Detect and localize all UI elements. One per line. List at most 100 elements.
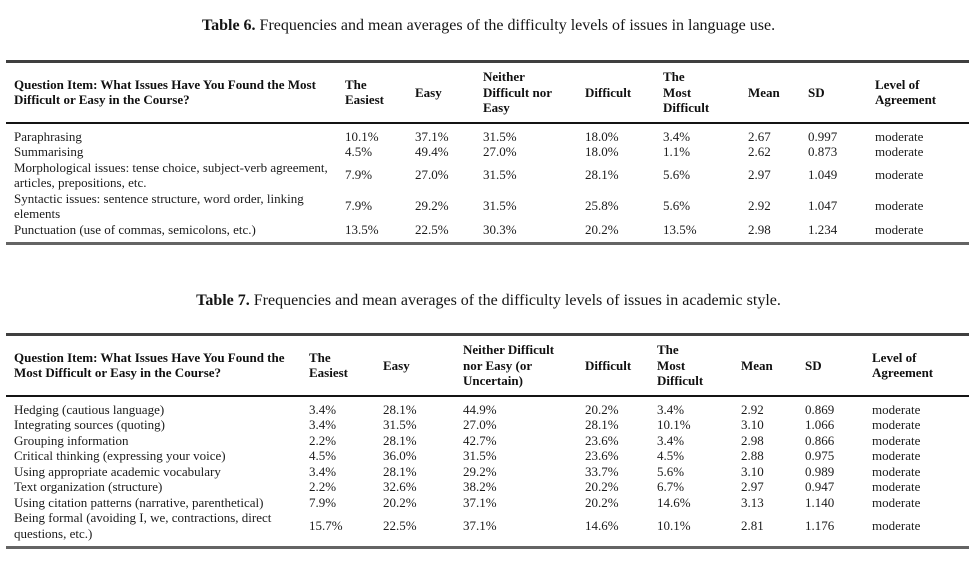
value-cell: 0.873 — [808, 144, 838, 159]
value-cell: 14.6% — [585, 517, 619, 533]
column-header: Level of Agreement — [875, 61, 969, 124]
table-row: Summarising 4.5% 49.4% 27.0% 18.0% 1.1% 2.62 0.… — [6, 144, 969, 160]
value-cell: 20.2% — [585, 221, 619, 237]
value-cell: 37.1% — [415, 128, 449, 144]
value-cell: 20.2% — [585, 401, 619, 417]
value-cell: 7.9% — [309, 494, 337, 510]
value-cell: 1.049 — [808, 167, 838, 183]
question-cell: Using appropriate academic vocabulary — [14, 463, 221, 479]
table-row: Using citation patterns (narrative, pare… — [6, 495, 969, 511]
value-cell: 0.975 — [805, 448, 835, 463]
value-cell: 20.2% — [383, 494, 417, 510]
value-cell: 28.1% — [585, 417, 619, 432]
value-cell: 10.1% — [657, 517, 691, 533]
column-header: Easy — [383, 334, 463, 397]
value-cell: 2.97 — [748, 167, 771, 183]
value-cell: 3.10 — [741, 417, 764, 432]
table7-caption-label: Table 7. — [196, 292, 250, 309]
value-cell: 4.5% — [345, 144, 373, 159]
value-cell: 4.5% — [657, 448, 685, 463]
value-cell: 1.234 — [808, 221, 838, 237]
question-cell: Integrating sources (quoting) — [14, 417, 165, 432]
value-cell: 7.9% — [345, 167, 373, 183]
value-cell: 13.5% — [345, 221, 379, 237]
value-cell: 3.4% — [663, 128, 691, 144]
value-cell: moderate — [875, 221, 924, 237]
value-cell: moderate — [872, 448, 921, 463]
value-cell: 18.0% — [585, 144, 619, 159]
value-cell: 27.0% — [415, 167, 449, 183]
table-row: Grouping information 2.2% 28.1% 42.7% 23.6% 3… — [6, 433, 969, 449]
value-cell: 29.2% — [463, 463, 497, 479]
value-cell: 2.62 — [748, 144, 771, 159]
value-cell: 1.066 — [805, 417, 835, 432]
value-cell: 22.5% — [383, 517, 417, 533]
table-row: Integrating sources (quoting) 3.4% 31.5% 27… — [6, 417, 969, 433]
value-cell: 3.4% — [309, 417, 337, 432]
value-cell: 0.866 — [805, 432, 835, 448]
table-row: Using appropriate academic vocabulary 3.4… — [6, 464, 969, 480]
value-cell: 3.13 — [741, 494, 764, 510]
header-row: Question Item: What Issues Have You Foun… — [6, 334, 969, 397]
column-header: SD — [808, 61, 875, 124]
question-cell: Paraphrasing — [14, 128, 82, 144]
value-cell: moderate — [875, 128, 924, 144]
value-cell: 2.98 — [741, 432, 764, 448]
value-cell: 2.67 — [748, 128, 771, 144]
value-cell: 15.7% — [309, 517, 343, 533]
table6-caption: Table 6. Frequencies and mean averages o… — [0, 0, 977, 36]
question-cell: Hedging (cautious language) — [14, 401, 165, 417]
value-cell: moderate — [872, 432, 921, 448]
table-row: Paraphrasing 10.1% 37.1% 31.5% 18.0% 3.4% 2.67… — [6, 123, 969, 145]
value-cell: 23.6% — [585, 432, 619, 448]
column-header: The Most Difficult — [663, 61, 748, 124]
value-cell: 31.5% — [383, 417, 417, 432]
value-cell: 5.6% — [663, 198, 691, 214]
value-cell: 3.4% — [657, 401, 685, 417]
column-header: Neither Difficult nor Easy (or Uncertain… — [463, 334, 585, 397]
question-cell: Text organization (structure) — [14, 479, 163, 494]
value-cell: 2.92 — [741, 401, 764, 417]
value-cell: 28.1% — [383, 432, 417, 448]
question-cell: Grouping information — [14, 432, 129, 448]
value-cell: 2.97 — [741, 479, 764, 494]
value-cell: 31.5% — [483, 128, 517, 144]
table-row: Critical thinking (expressing your voice… — [6, 448, 969, 464]
value-cell: 44.9% — [463, 401, 497, 417]
column-header: The Easiest — [309, 334, 383, 397]
column-header: SD — [805, 334, 872, 397]
question-cell: Summarising — [14, 144, 84, 159]
value-cell: 1.1% — [663, 144, 691, 159]
value-cell: moderate — [872, 494, 921, 510]
value-cell: 1.176 — [805, 517, 835, 533]
value-cell: moderate — [875, 167, 924, 183]
value-cell: 27.0% — [463, 417, 497, 432]
table6-caption-text: Frequencies and mean averages of the dif… — [255, 17, 776, 34]
value-cell: 5.6% — [663, 167, 691, 183]
table-row: Punctuation (use of commas, semicolons, … — [6, 222, 969, 244]
value-cell: 38.2% — [463, 479, 497, 494]
value-cell: 37.1% — [463, 494, 497, 510]
value-cell: 20.2% — [585, 494, 619, 510]
column-header: Neither Difficult nor Easy — [483, 61, 585, 124]
value-cell: 0.989 — [805, 463, 835, 479]
value-cell: 7.9% — [345, 198, 373, 214]
column-header: The Easiest — [345, 61, 415, 124]
table-row: Text organization (structure) 2.2% 32.6% 38… — [6, 479, 969, 495]
table7-caption-text: Frequencies and mean averages of the dif… — [249, 292, 781, 309]
table7-caption: Table 7. Frequencies and mean averages o… — [0, 291, 977, 311]
value-cell: moderate — [872, 479, 921, 494]
value-cell: 10.1% — [345, 128, 379, 144]
value-cell: 49.4% — [415, 144, 449, 159]
table-row: Syntactic issues: sentence structure, wo… — [6, 191, 969, 222]
value-cell: 1.140 — [805, 494, 835, 510]
value-cell: 3.4% — [657, 432, 685, 448]
value-cell: moderate — [875, 144, 924, 159]
column-header: Level of Agreement — [872, 334, 969, 397]
table-6: Question Item: What Issues Have You Foun… — [6, 60, 969, 245]
value-cell: 10.1% — [657, 417, 691, 432]
value-cell: 25.8% — [585, 198, 619, 214]
value-cell: 33.7% — [585, 463, 619, 479]
value-cell: 3.10 — [741, 463, 764, 479]
